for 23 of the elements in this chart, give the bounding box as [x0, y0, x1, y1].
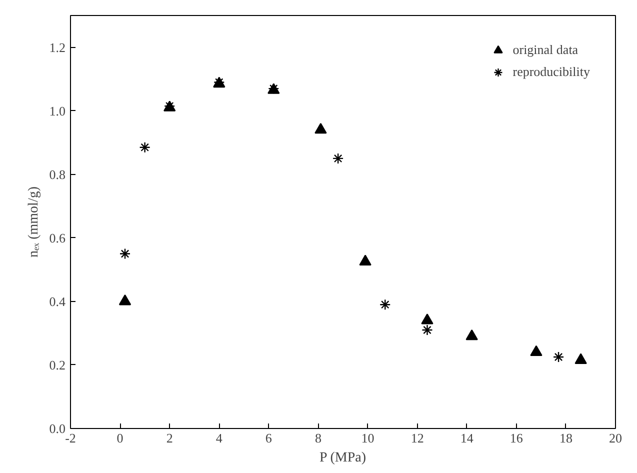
y-tick-label: 0.4 — [49, 294, 66, 309]
x-tick-label: 8 — [314, 430, 322, 446]
x-tick-label: 2 — [166, 430, 173, 446]
y-tick-label: 0.2 — [49, 357, 66, 372]
x-tick-label: 0 — [116, 430, 124, 446]
y-tick-label: 1.0 — [49, 103, 66, 118]
y-tick-label: 0.8 — [49, 166, 66, 182]
x-tick-label: 12 — [410, 430, 424, 446]
y-axis-title: nₑₓ (mmol/g) — [26, 186, 42, 258]
x-tick-label: 16 — [510, 430, 524, 446]
y-tick-label: 0.0 — [49, 421, 66, 436]
x-tick-label: 14 — [460, 430, 474, 446]
y-tick-label: 1.2 — [49, 40, 66, 55]
x-tick-label: -2 — [65, 430, 76, 446]
x-tick-label: 10 — [361, 430, 374, 446]
x-tick-label: 18 — [559, 430, 572, 446]
legend-label: original data — [512, 42, 578, 58]
legend-label: reproducibility — [512, 64, 590, 80]
x-tick-label: 4 — [216, 430, 223, 446]
y-tick-label: 0.6 — [49, 230, 66, 246]
x-tick-label: 6 — [265, 430, 272, 446]
x-axis-title: P (MPa) — [319, 450, 366, 466]
x-tick-label: 20 — [609, 430, 622, 446]
